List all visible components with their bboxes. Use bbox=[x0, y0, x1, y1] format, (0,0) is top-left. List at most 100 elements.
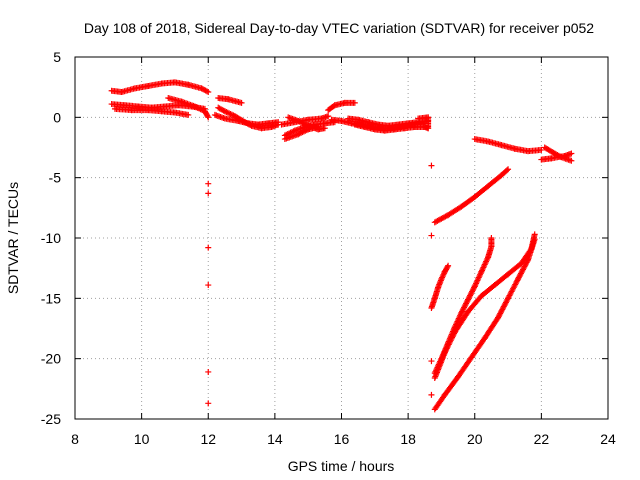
y-tick-label: 5 bbox=[53, 49, 61, 65]
data-point bbox=[315, 123, 322, 130]
series-track-s bbox=[538, 150, 575, 163]
data-point bbox=[467, 292, 474, 299]
data-point bbox=[459, 308, 466, 315]
series-track-g bbox=[215, 104, 282, 132]
data-point bbox=[428, 232, 435, 239]
data-point bbox=[503, 167, 510, 174]
data-point bbox=[488, 235, 495, 241]
x-tick-label: 20 bbox=[467, 431, 483, 447]
data-point bbox=[468, 289, 475, 296]
data-point bbox=[448, 335, 455, 342]
data-point bbox=[464, 297, 471, 304]
series-track-p bbox=[415, 114, 432, 132]
data-point bbox=[447, 337, 454, 344]
series-track-j bbox=[278, 113, 332, 128]
chart-title: Day 108 of 2018, Sidereal Day-to-day VTE… bbox=[84, 20, 594, 36]
tick-marks bbox=[74, 56, 609, 420]
data-point bbox=[460, 305, 467, 312]
data-point bbox=[461, 303, 468, 310]
data-point bbox=[428, 391, 435, 398]
data-point bbox=[568, 157, 575, 164]
data-point bbox=[185, 111, 192, 118]
series-track-q bbox=[471, 136, 545, 155]
data-point bbox=[351, 99, 358, 106]
data-point bbox=[444, 263, 451, 270]
y-tick-label: -5 bbox=[49, 170, 62, 186]
data-point bbox=[463, 300, 470, 307]
data-point bbox=[459, 307, 466, 314]
data-point bbox=[325, 113, 332, 120]
series-track-w bbox=[431, 231, 538, 381]
x-axis-label: GPS time / hours bbox=[288, 458, 395, 474]
data-point bbox=[466, 293, 473, 300]
y-tick-label: 0 bbox=[53, 109, 61, 125]
data-point bbox=[461, 304, 468, 311]
data-point bbox=[441, 349, 448, 356]
y-tick-label: -25 bbox=[41, 411, 61, 427]
x-tick-label: 14 bbox=[267, 431, 283, 447]
series-track-v bbox=[431, 235, 495, 377]
data-point bbox=[467, 291, 474, 298]
data-point bbox=[465, 296, 472, 303]
series-track-c bbox=[111, 105, 192, 118]
data-point bbox=[471, 284, 478, 291]
series-track-n bbox=[345, 115, 432, 129]
data-point bbox=[463, 299, 470, 306]
data-point bbox=[204, 113, 211, 120]
data-point bbox=[238, 99, 245, 106]
data-point bbox=[465, 295, 472, 302]
data-point bbox=[205, 244, 212, 251]
data-point bbox=[505, 166, 512, 173]
series-track-a bbox=[108, 79, 212, 95]
data-point bbox=[445, 262, 452, 269]
data-point bbox=[450, 331, 457, 338]
data-point bbox=[445, 341, 452, 348]
data-point bbox=[321, 125, 328, 132]
data-point bbox=[524, 258, 531, 265]
series-track-k bbox=[281, 123, 322, 143]
y-tick-label: -15 bbox=[41, 290, 61, 306]
series-track-t bbox=[431, 166, 512, 226]
data-point bbox=[445, 342, 452, 349]
x-tick-label: 24 bbox=[600, 431, 616, 447]
data-point bbox=[449, 333, 456, 340]
x-tick-label: 18 bbox=[400, 431, 416, 447]
series-track-d bbox=[165, 95, 212, 121]
data-point bbox=[205, 400, 212, 407]
data-point bbox=[205, 88, 212, 95]
y-tick-label: -20 bbox=[41, 351, 61, 367]
x-tick-label: 22 bbox=[534, 431, 550, 447]
data-point bbox=[444, 344, 451, 351]
series-track-u bbox=[428, 262, 452, 311]
data-point bbox=[449, 334, 456, 341]
data-point bbox=[205, 368, 212, 375]
data-point bbox=[428, 358, 435, 365]
data-point bbox=[425, 125, 432, 132]
data-point bbox=[538, 146, 545, 153]
data-point bbox=[446, 340, 453, 347]
x-tick-label: 10 bbox=[134, 431, 150, 447]
data-point bbox=[531, 236, 538, 243]
y-tick-label: -10 bbox=[41, 230, 61, 246]
data-point bbox=[205, 180, 212, 187]
x-tick-label: 8 bbox=[71, 431, 79, 447]
data-point bbox=[442, 348, 449, 355]
data-point bbox=[428, 162, 435, 169]
data-point bbox=[447, 338, 454, 345]
data-point bbox=[443, 346, 450, 353]
series-track-e bbox=[215, 95, 245, 106]
data-point bbox=[443, 345, 450, 352]
data-point bbox=[462, 301, 469, 308]
data-points bbox=[108, 79, 575, 413]
y-axis-label: SDTVAR / TECUs bbox=[5, 182, 21, 294]
tick-labels: 8 10 12 14 16 18 20 22 24 -25 -20 -15 -10 -5 0 5 bbox=[41, 49, 616, 447]
data-point bbox=[205, 114, 212, 121]
series-track-l bbox=[325, 99, 358, 114]
data-point bbox=[205, 282, 212, 289]
data-point bbox=[203, 88, 210, 95]
data-point bbox=[458, 309, 465, 316]
data-point bbox=[247, 122, 254, 129]
data-point bbox=[469, 287, 476, 294]
